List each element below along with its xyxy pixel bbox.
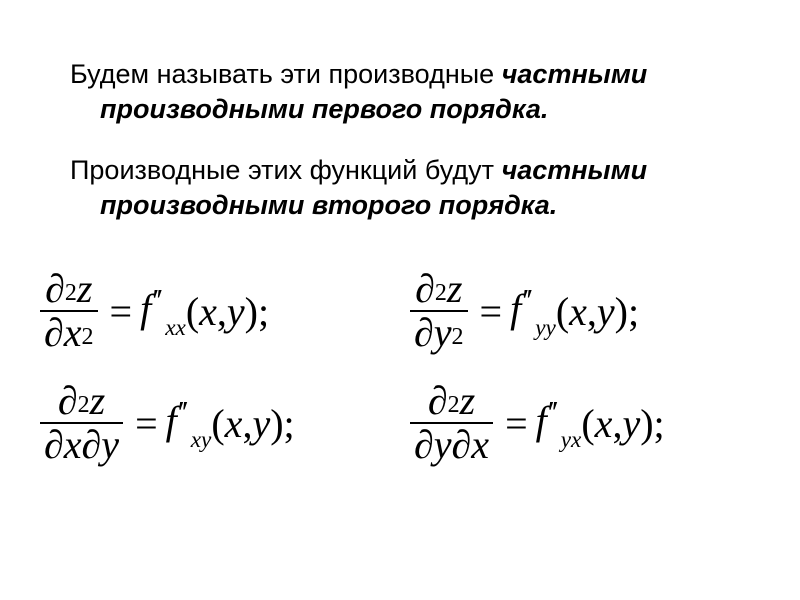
partial-symbol: ∂ (44, 424, 64, 466)
arg-x: x (199, 288, 217, 335)
exponent-2: 2 (435, 281, 447, 306)
fraction: ∂2z ∂x∂y (40, 380, 123, 466)
arg-y: y (227, 288, 245, 335)
double-prime: ′′ (151, 282, 164, 318)
var-x: x (64, 424, 82, 466)
subscript-yx: yx (560, 427, 582, 453)
fraction: ∂2z ∂x2 (40, 268, 98, 354)
lparen: ( (581, 400, 594, 447)
arg-y: y (597, 288, 615, 335)
partial-symbol: ∂ (414, 424, 434, 466)
exponent-2: 2 (448, 393, 460, 418)
var-y: y (434, 424, 452, 466)
var-y: y (434, 312, 452, 354)
partial-symbol: ∂ (414, 312, 434, 354)
arg-y: y (622, 400, 640, 447)
rparen: ) (270, 400, 283, 447)
arg-x: x (595, 400, 613, 447)
subscript-yy: yy (534, 315, 556, 341)
equals-sign: = (470, 288, 511, 335)
eq-d2z-dxdy: ∂2z ∂x∂y = f′′xy (x, y); (40, 380, 390, 466)
numerator: ∂2z (424, 380, 479, 422)
semicolon: ; (628, 288, 639, 335)
f-letter: f (166, 398, 177, 443)
partial-symbol: ∂ (452, 424, 472, 466)
paragraph-2: Производные этих функций будут частными … (70, 153, 750, 222)
arg-x: x (569, 288, 587, 335)
partial-symbol: ∂ (58, 380, 78, 422)
semicolon: ; (258, 288, 269, 335)
lparen: ( (556, 288, 569, 335)
equals-sign: = (495, 400, 536, 447)
slide-body: Будем называть эти производные частными … (0, 0, 800, 256)
func-f: f′′yy (510, 285, 556, 338)
numerator: ∂2z (41, 268, 96, 310)
denominator: ∂x∂y (40, 424, 123, 466)
var-x: x (471, 424, 489, 466)
rparen: ) (640, 400, 653, 447)
eq-d2z-dx2: ∂2z ∂x2 = f′′xx (x, y); (40, 268, 390, 354)
partial-symbol: ∂ (415, 268, 435, 310)
double-prime: ′′ (177, 394, 190, 430)
f-letter: f (140, 286, 151, 331)
comma: , (242, 400, 252, 447)
exponent-2: 2 (452, 325, 464, 350)
rparen: ) (245, 288, 258, 335)
equals-sign: = (100, 288, 141, 335)
fraction: ∂2z ∂y∂x (410, 380, 493, 466)
rparen: ) (615, 288, 628, 335)
lparen: ( (186, 288, 199, 335)
denominator: ∂y∂x (410, 424, 493, 466)
func-f: f′′yx (536, 397, 582, 450)
func-f: f′′xy (166, 397, 212, 450)
var-x: x (64, 312, 82, 354)
comma: , (612, 400, 622, 447)
var-y: y (101, 424, 119, 466)
equals-sign: = (125, 400, 166, 447)
comma: , (217, 288, 227, 335)
var-z: z (90, 380, 106, 422)
fraction: ∂2z ∂y2 (410, 268, 468, 354)
subscript-xy: xy (190, 427, 212, 453)
subscript-xx: xx (164, 315, 186, 341)
comma: , (587, 288, 597, 335)
semicolon: ; (284, 400, 295, 447)
eq-d2z-dy2: ∂2z ∂y2 = f′′yy (x, y); (410, 268, 760, 354)
double-prime: ′′ (547, 394, 560, 430)
func-f: f′′xx (140, 285, 186, 338)
eq-d2z-dydx: ∂2z ∂y∂x = f′′yx (x, y); (410, 380, 760, 466)
partial-symbol: ∂ (44, 312, 64, 354)
exponent-2: 2 (82, 325, 94, 350)
f-letter: f (510, 286, 521, 331)
var-z: z (460, 380, 476, 422)
exponent-2: 2 (65, 281, 77, 306)
p2-lead: Производные этих функций будут (70, 155, 501, 185)
numerator: ∂2z (54, 380, 109, 422)
partial-symbol: ∂ (45, 268, 65, 310)
partial-symbol: ∂ (82, 424, 102, 466)
partial-symbol: ∂ (428, 380, 448, 422)
arg-y: y (252, 400, 270, 447)
lparen: ( (211, 400, 224, 447)
numerator: ∂2z (411, 268, 466, 310)
double-prime: ′′ (521, 282, 534, 318)
f-letter: f (536, 398, 547, 443)
equations-grid: ∂2z ∂x2 = f′′xx (x, y); ∂2z ∂y2 = f′′yy (0, 256, 800, 466)
exponent-2: 2 (78, 393, 90, 418)
paragraph-1: Будем называть эти производные частными … (70, 57, 750, 126)
semicolon: ; (654, 400, 665, 447)
var-z: z (447, 268, 463, 310)
denominator: ∂y2 (410, 312, 468, 354)
denominator: ∂x2 (40, 312, 98, 354)
p1-lead: Будем называть эти производные (70, 59, 502, 89)
var-z: z (77, 268, 93, 310)
arg-x: x (225, 400, 243, 447)
